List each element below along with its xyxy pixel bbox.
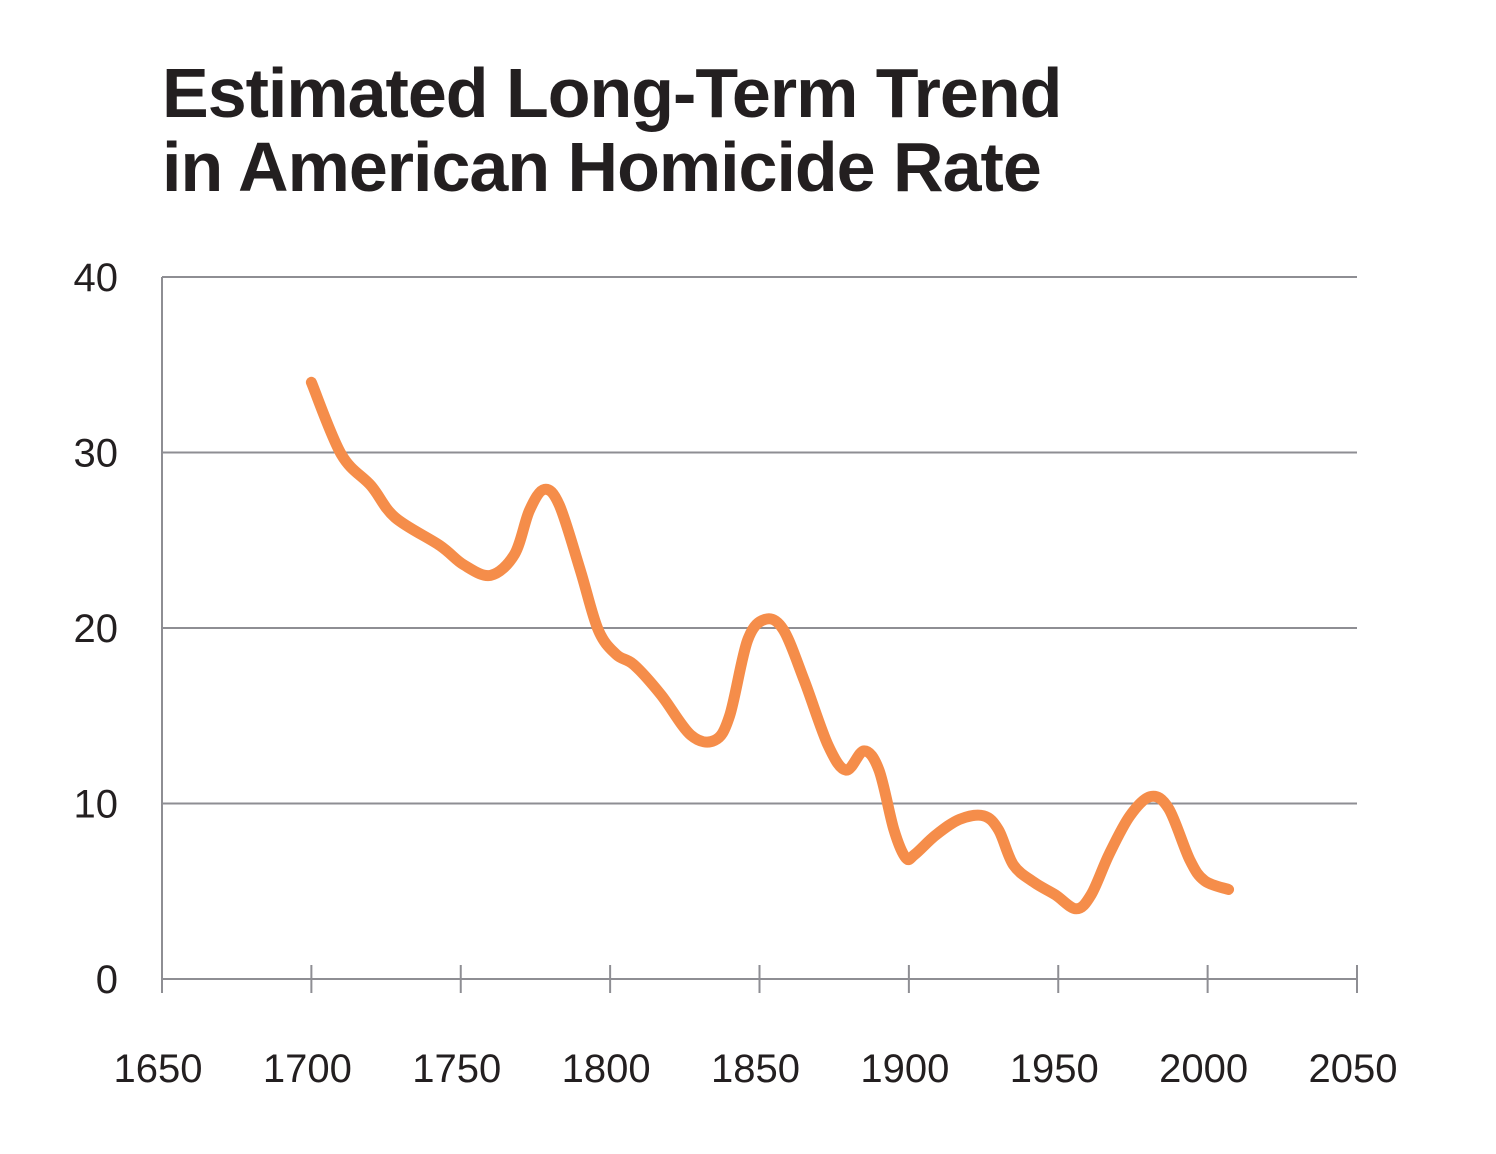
x-tick-label: 1700 [263,1047,352,1091]
y-tick-label: 20 [74,607,119,651]
x-tick-label: 1950 [1010,1047,1099,1091]
x-tick-label: 1800 [562,1047,651,1091]
x-tick-label: 1650 [114,1047,203,1091]
chart-title-line-2: in American Homicide Rate [162,128,1042,206]
series-line [305,376,1235,915]
chart-title-line-1: Estimated Long-Term Trend [162,54,1062,132]
x-tick-label: 2000 [1159,1047,1248,1091]
y-tick-label: 0 [96,958,118,1002]
y-tick-label: 10 [74,783,119,827]
chart-title: Estimated Long-Term Trend in American Ho… [162,54,1062,206]
x-tick-label: 1750 [412,1047,501,1091]
x-tick-label: 2050 [1309,1047,1398,1091]
x-tick-label: 1900 [860,1047,949,1091]
x-tick-label: 1850 [711,1047,800,1091]
y-tick-label: 30 [74,432,119,476]
y-tick-label: 40 [74,256,119,300]
